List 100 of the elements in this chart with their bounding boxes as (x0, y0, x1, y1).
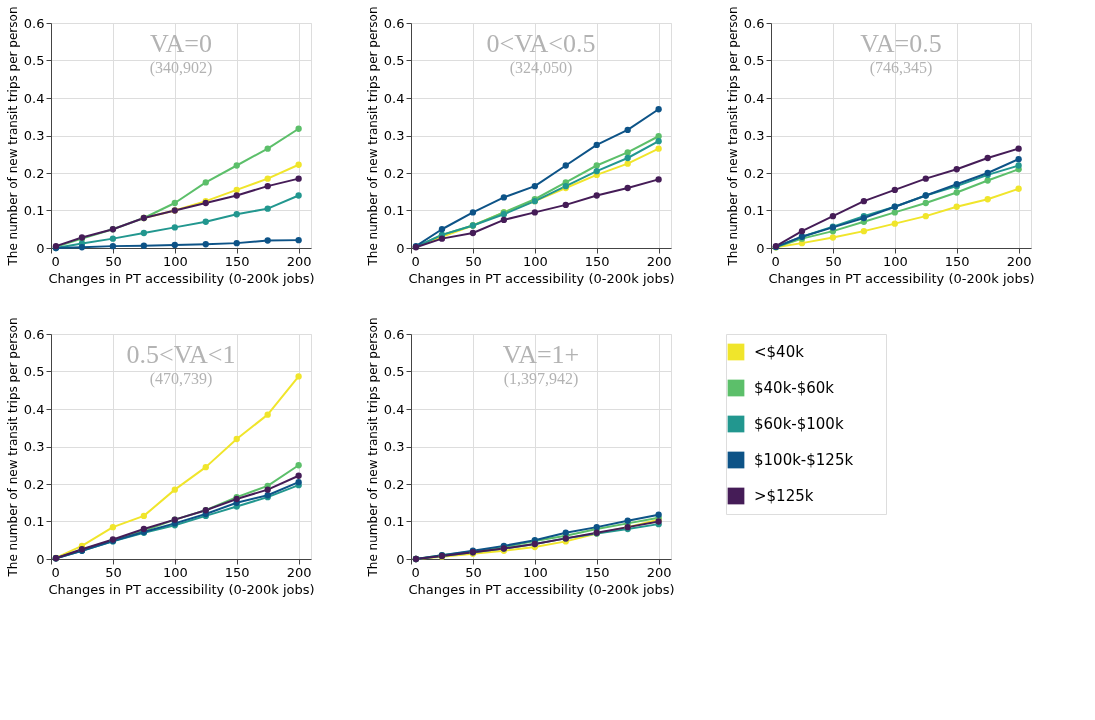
y-tick-label: 0.6 (23, 326, 45, 342)
y-tick-label: 0.2 (23, 165, 45, 181)
text: (1,397,942) (503, 369, 579, 388)
point (109, 235, 117, 242)
x-tick-label: 150 (224, 253, 250, 269)
point (171, 241, 178, 249)
legend-label: >$125k (754, 487, 814, 505)
point (264, 411, 271, 418)
point (233, 162, 240, 169)
y-tick-label: 0.3 (743, 128, 765, 143)
point (233, 239, 240, 247)
point (202, 179, 209, 186)
point (860, 197, 868, 205)
point (798, 227, 806, 235)
point (624, 184, 631, 192)
x-tick-label: 0 (771, 253, 780, 269)
x-tick-label: 100 (162, 564, 188, 580)
y-tick-label: 0.5 (23, 53, 45, 68)
point (655, 137, 662, 145)
y-tick-label: 0.2 (23, 476, 45, 492)
point (140, 512, 148, 520)
point (171, 199, 178, 207)
point (202, 218, 209, 225)
x-tick-label: 150 (944, 253, 970, 269)
x-tick-label: 0 (411, 253, 420, 269)
y-tick-label: 0 (396, 551, 405, 567)
point (562, 201, 569, 209)
point (295, 161, 302, 168)
y-tick-label: 0.6 (23, 15, 45, 31)
point (171, 486, 178, 493)
point (295, 236, 302, 244)
point (953, 166, 960, 173)
x-axis-title: Changes in PT accessibility (0-200k jobs) (48, 581, 315, 597)
y-axis-title: The number of new transit trips per person (365, 317, 380, 578)
y-tick-label: 0.2 (383, 165, 405, 181)
point (438, 226, 446, 233)
point (624, 160, 631, 167)
point (78, 244, 86, 251)
point (295, 462, 302, 469)
y-axis-title: The number of new transit trips per person (725, 6, 740, 267)
point (531, 182, 538, 190)
x-tick-label: 50 (105, 253, 122, 269)
x-tick-label: 200 (646, 253, 672, 269)
y-tick-label: 0.5 (383, 53, 405, 68)
point (922, 199, 929, 207)
text: (746,345) (869, 58, 933, 77)
legend-label: $40k-$60k (754, 379, 835, 397)
y-tick-label: 0.1 (23, 203, 45, 218)
point (531, 209, 538, 216)
point (984, 177, 991, 184)
x-tick-label: 100 (522, 564, 548, 580)
y-tick-label: 0.2 (743, 165, 765, 181)
x-tick-label: 50 (825, 253, 842, 269)
point (953, 189, 960, 196)
point (891, 186, 898, 194)
text: (340,902) (149, 58, 213, 77)
x-axis-title: Changes in PT accessibility (0-200k jobs) (408, 270, 675, 286)
point (264, 486, 271, 493)
y-tick-label: 0.5 (23, 364, 45, 379)
point (233, 211, 240, 218)
y-tick-label: 0.4 (23, 401, 45, 417)
y-tick-label: 0.1 (23, 514, 45, 529)
point (593, 167, 600, 175)
point (264, 145, 271, 152)
point (984, 154, 991, 162)
y-tick-label: 0.4 (383, 90, 405, 106)
point (655, 145, 662, 152)
x-tick-label: 150 (584, 564, 610, 580)
y-tick-label: 0.4 (23, 90, 45, 106)
y-tick-label: 0.6 (743, 15, 765, 31)
y-tick-label: 0.3 (23, 128, 45, 143)
x-tick-label: 200 (286, 564, 312, 580)
y-tick-label: 0.2 (383, 476, 405, 492)
y-tick-label: 0 (36, 551, 45, 567)
point (500, 194, 508, 201)
chart-title: VA=0.5 (860, 28, 942, 58)
y-tick-label: 0.3 (23, 439, 45, 454)
point (891, 220, 898, 227)
x-tick-label: 100 (882, 253, 908, 269)
point (202, 463, 209, 471)
x-tick-label: 50 (105, 564, 122, 580)
y-tick-label: 0.4 (383, 401, 405, 417)
point (295, 125, 302, 132)
point (984, 196, 991, 203)
y-tick-label: 0.6 (383, 15, 405, 31)
x-tick-label: 200 (1006, 253, 1032, 269)
text: (324,050) (509, 58, 573, 77)
point (953, 203, 960, 210)
x-tick-label: 200 (286, 253, 312, 269)
point (655, 106, 662, 113)
x-tick-label: 0 (51, 564, 60, 580)
point (1015, 185, 1022, 192)
point (140, 229, 148, 237)
point (295, 175, 302, 182)
point (171, 224, 178, 231)
point (264, 205, 271, 212)
point (233, 186, 240, 194)
point (233, 435, 240, 443)
point (109, 523, 117, 531)
point (624, 154, 631, 162)
